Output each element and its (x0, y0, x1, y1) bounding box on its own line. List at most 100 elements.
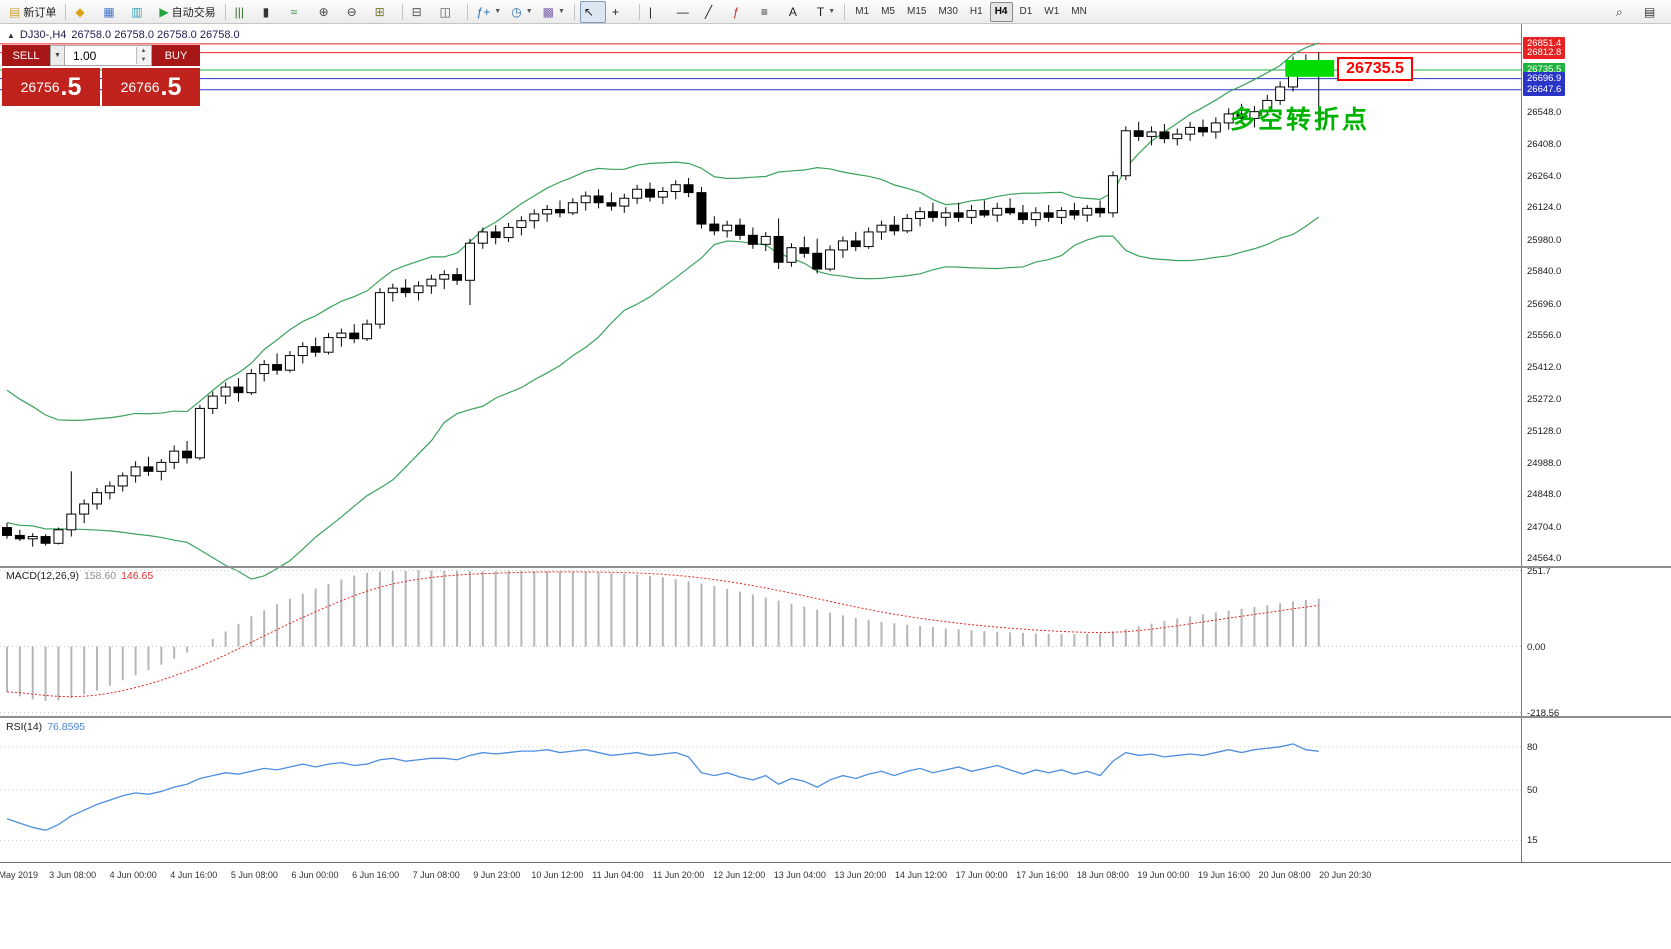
bar-chart-mode-button[interactable]: ||| (231, 1, 257, 23)
candlestick[interactable] (953, 212, 964, 218)
price-level-tag[interactable]: 26812.8 (1523, 46, 1566, 60)
candlestick[interactable] (387, 287, 398, 294)
sell-price-display[interactable]: 26756 .5 (2, 68, 100, 106)
text-tool-button[interactable]: A (785, 1, 811, 23)
candlestick[interactable] (915, 211, 926, 219)
chart-list-button[interactable]: ▤ (1640, 1, 1666, 23)
candlestick[interactable] (117, 475, 128, 487)
candlestick[interactable] (464, 242, 475, 281)
candlestick[interactable] (1146, 131, 1157, 137)
candlestick[interactable] (1236, 113, 1247, 119)
search-button[interactable]: ⌕ (1612, 1, 1638, 23)
candlestick[interactable] (156, 461, 167, 472)
timeframe-m30[interactable]: M30 (938, 6, 958, 17)
candlestick[interactable] (53, 529, 64, 544)
zoom-out-button[interactable]: ⊖ (343, 1, 369, 23)
candlestick[interactable] (516, 220, 527, 228)
candlestick[interactable] (1005, 207, 1016, 214)
profiles-button[interactable]: ◆ (71, 1, 97, 23)
candlestick[interactable] (362, 323, 373, 340)
candlestick[interactable] (606, 202, 617, 207)
candlestick[interactable] (747, 234, 758, 245)
candlestick[interactable] (1185, 126, 1196, 135)
candlestick[interactable] (1275, 86, 1286, 101)
candlestick[interactable] (246, 373, 257, 394)
candlestick[interactable] (1172, 133, 1183, 140)
candlestick[interactable] (272, 364, 283, 371)
candlestick[interactable] (40, 536, 51, 544)
candlestick[interactable] (1095, 207, 1106, 214)
arrows-tool-button[interactable]: T ▼ (813, 1, 839, 23)
candlestick[interactable] (1056, 210, 1067, 218)
fibonacci-tool-button[interactable]: ƒ (729, 1, 755, 23)
data-window-button[interactable]: ▥ (127, 1, 153, 23)
candlestick[interactable] (940, 212, 951, 218)
candlestick[interactable] (426, 278, 437, 287)
sell-button[interactable]: SELL (2, 45, 50, 66)
order-type-dropdown[interactable]: ▼ (50, 45, 65, 66)
candlestick[interactable] (992, 207, 1003, 216)
price-callout[interactable]: 26735.5 (1337, 57, 1413, 81)
pane-separator-rsi[interactable] (0, 716, 1671, 718)
candlestick[interactable] (323, 337, 334, 353)
candlestick[interactable] (1043, 212, 1054, 218)
candlestick[interactable] (439, 274, 450, 280)
zoom-in-button[interactable]: ⊕ (315, 1, 341, 23)
candlestick[interactable] (349, 332, 360, 340)
candlestick[interactable] (863, 231, 874, 248)
price-level-tag[interactable]: 26647.6 (1523, 83, 1566, 97)
candlestick[interactable] (104, 485, 115, 494)
candlestick[interactable] (194, 407, 205, 459)
candlestick[interactable] (207, 395, 218, 409)
candlestick[interactable] (1223, 113, 1234, 124)
candlestick[interactable] (799, 247, 810, 254)
timeframe-m15[interactable]: M15 (907, 6, 927, 17)
templates-button[interactable]: ▩ ▼ (539, 1, 569, 23)
price-level-tag[interactable]: 26696.9 (1523, 72, 1566, 86)
collapse-arrow-icon[interactable]: ▲ (7, 30, 15, 40)
candlestick[interactable] (284, 355, 295, 371)
candlestick[interactable] (979, 210, 990, 216)
volume-up-icon[interactable]: ▲ (137, 47, 150, 56)
candlestick[interactable] (1069, 210, 1080, 216)
candlestick[interactable] (645, 188, 655, 198)
indicators-button[interactable]: ƒ+ ▼ (473, 1, 506, 23)
new-order-button[interactable]: ▤ 新订单 (5, 1, 60, 23)
candlestick[interactable] (374, 292, 385, 325)
candlestick[interactable] (786, 247, 797, 263)
candlestick[interactable] (760, 235, 771, 245)
candlestick[interactable] (1210, 122, 1221, 133)
candlestick[interactable] (79, 503, 90, 515)
volume-input[interactable]: 1.00 ▲ ▼ (65, 45, 152, 66)
candlestick[interactable] (902, 217, 913, 232)
candlestick[interactable] (696, 192, 707, 225)
candlestick[interactable] (529, 213, 540, 222)
timeframe-h1[interactable]: H1 (969, 6, 983, 17)
price-axis-column[interactable]: 26548.0 26408.0 26264.0 26124.0 25980.0 25840… (1521, 24, 1671, 888)
candlestick[interactable] (477, 231, 488, 244)
cascade-windows-button[interactable]: ⊟ (408, 1, 434, 23)
candlestick[interactable] (554, 208, 565, 214)
timeframe-h4[interactable]: H4 (989, 1, 1013, 22)
pane-separator-macd[interactable] (0, 566, 1671, 568)
candlestick[interactable] (966, 210, 977, 218)
candlestick[interactable] (670, 184, 681, 192)
candlestick[interactable] (27, 536, 38, 540)
candlestick[interactable] (336, 332, 347, 339)
candlestick[interactable] (400, 287, 411, 294)
candlestick[interactable] (619, 197, 630, 207)
candlestick[interactable] (2, 527, 12, 536)
channel-tool-button[interactable]: ≡ (757, 1, 783, 23)
timeframe-m5[interactable]: M5 (881, 6, 895, 17)
candlestick[interactable] (92, 492, 103, 505)
auto-trading-button[interactable]: ▶ 自动交易 (155, 1, 219, 23)
cursor-tool-button[interactable]: ↖ (579, 0, 606, 23)
candlestick[interactable] (722, 224, 733, 232)
candlestick[interactable] (503, 226, 514, 239)
candlestick[interactable] (1030, 212, 1041, 221)
candlestick[interactable] (837, 240, 848, 251)
highlight-rectangle[interactable] (1285, 59, 1335, 77)
buy-price-display[interactable]: 26766 .5 (102, 68, 200, 106)
candlestick[interactable] (182, 450, 193, 459)
periods-button[interactable]: ◷ ▼ (507, 1, 536, 23)
